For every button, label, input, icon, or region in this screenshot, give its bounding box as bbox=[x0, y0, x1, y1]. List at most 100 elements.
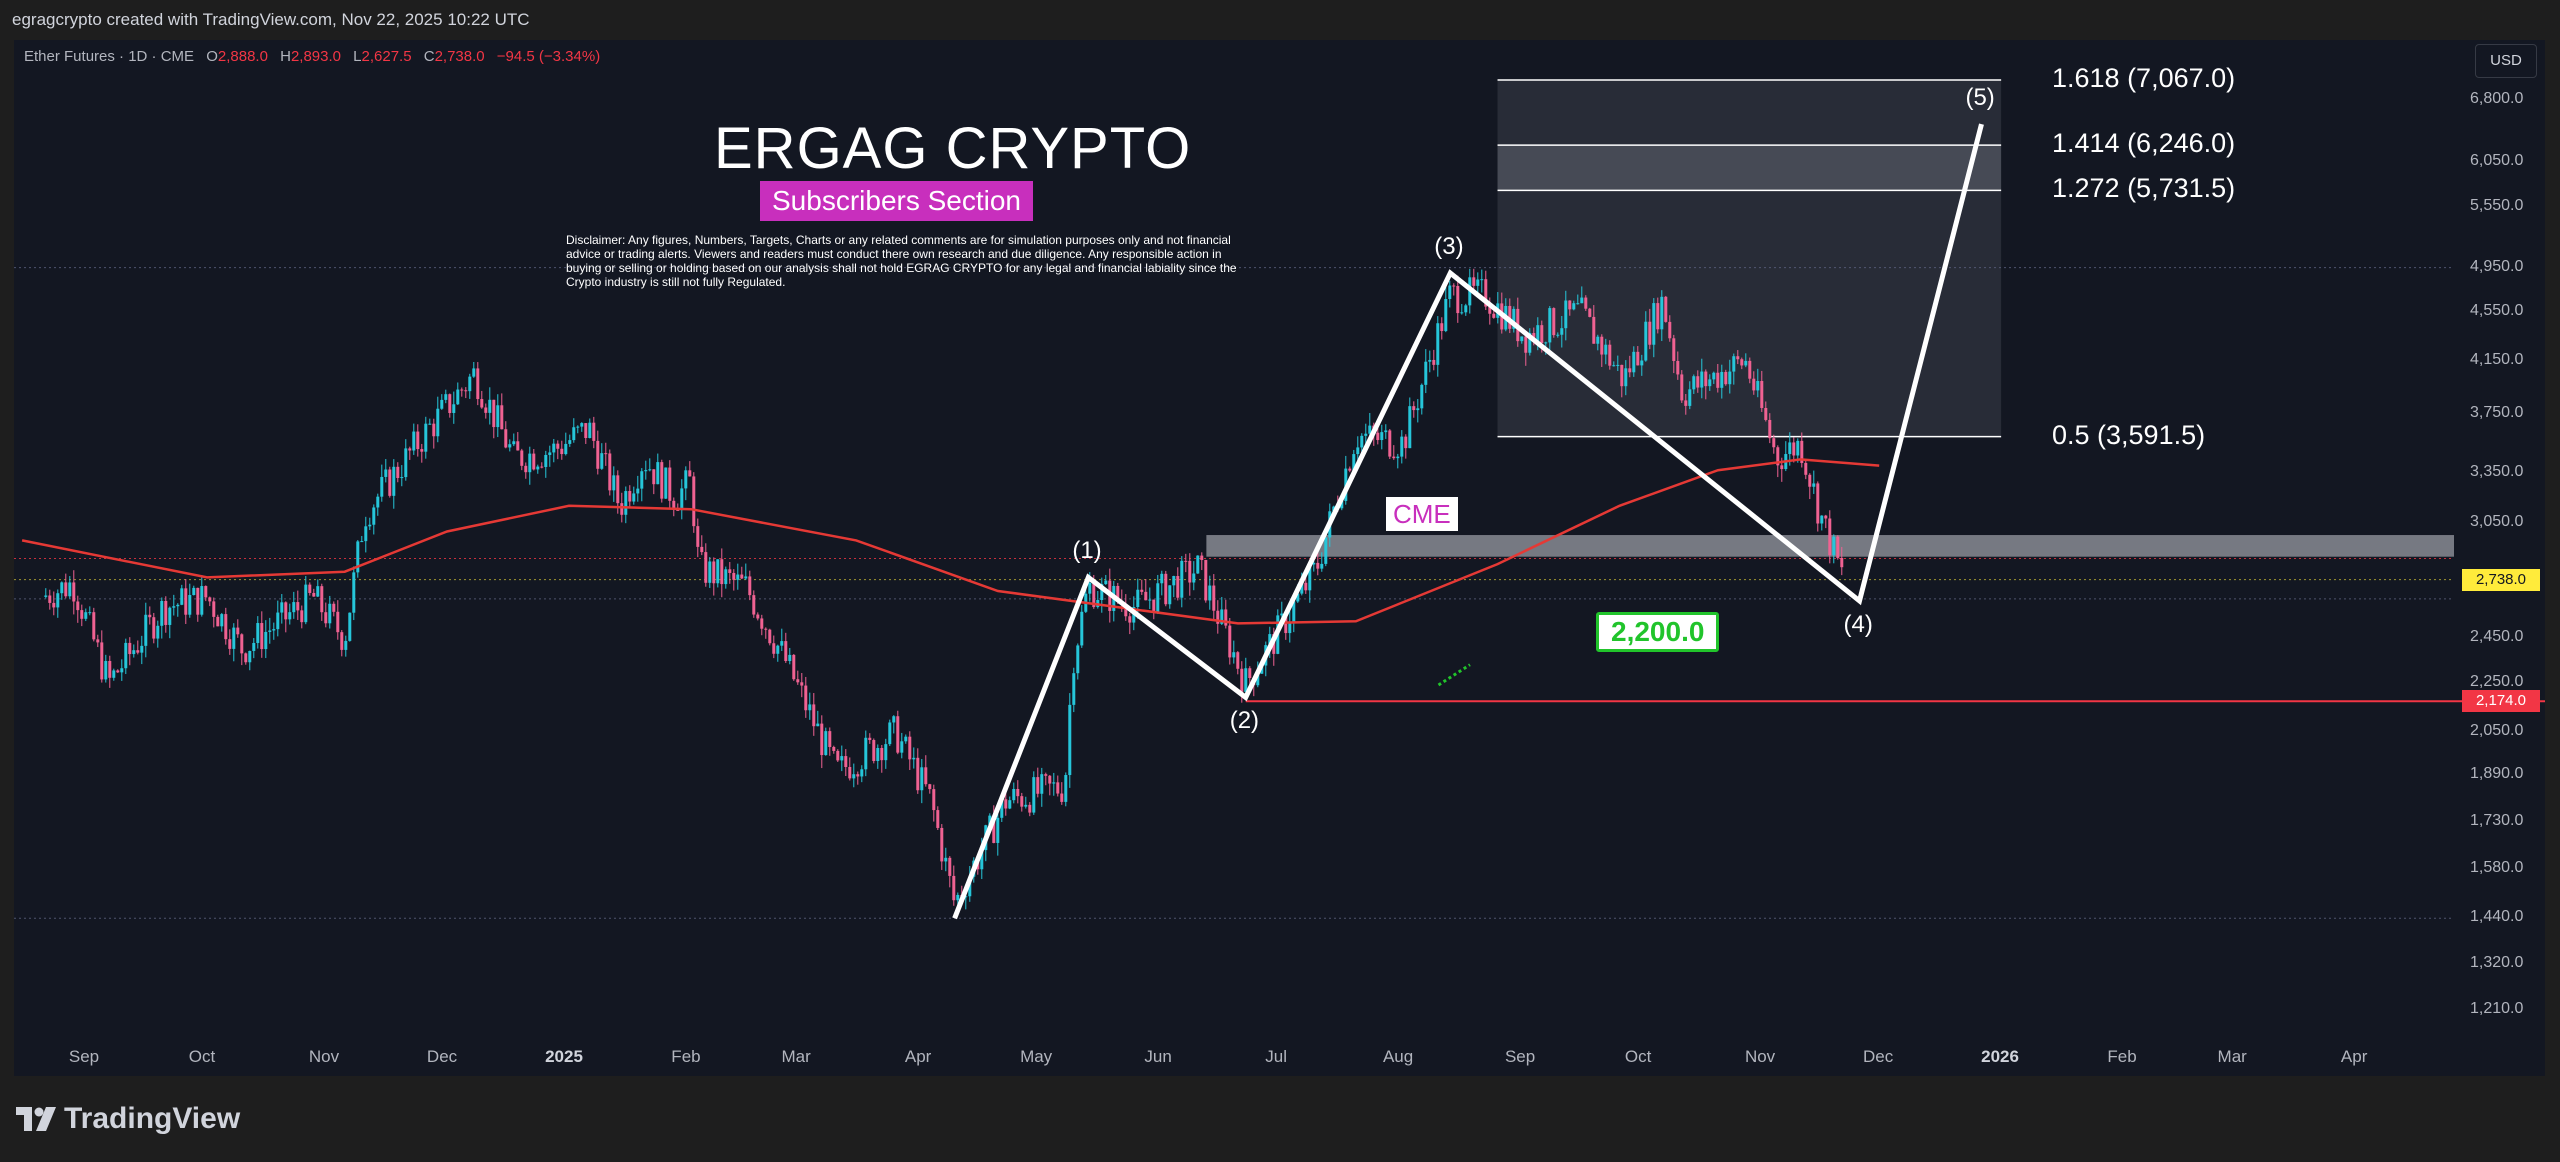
wave-label: (4) bbox=[1843, 610, 1873, 638]
fib-label: 1.618 (7,067.0) bbox=[2052, 63, 2236, 93]
candle-body bbox=[884, 744, 888, 761]
candle-body bbox=[336, 611, 340, 633]
candle-body bbox=[1368, 425, 1372, 434]
candle-body bbox=[608, 453, 612, 491]
candle-body bbox=[196, 587, 200, 615]
candle-body bbox=[672, 500, 676, 510]
candle-body bbox=[684, 470, 688, 489]
candle-body bbox=[784, 641, 788, 662]
candle-body bbox=[636, 488, 640, 494]
candle-body bbox=[1092, 582, 1096, 608]
candle-body bbox=[1520, 336, 1524, 342]
candle-body bbox=[1772, 438, 1776, 448]
candle-body bbox=[1124, 603, 1128, 617]
candle-body bbox=[1628, 368, 1632, 373]
currency-button[interactable]: USD bbox=[2475, 44, 2537, 78]
candle-body bbox=[1044, 774, 1048, 776]
candle-body bbox=[1052, 782, 1056, 784]
candle-body bbox=[1748, 360, 1752, 379]
candle-body bbox=[864, 737, 868, 770]
open-value: 2,888.0 bbox=[217, 48, 268, 65]
elliott-wave-path bbox=[952, 123, 1984, 920]
candle-body bbox=[412, 431, 416, 451]
candle-body bbox=[1400, 436, 1404, 457]
candle-body bbox=[1104, 580, 1108, 585]
candle-body bbox=[644, 470, 648, 472]
x-tick-label: Aug bbox=[1382, 1047, 1414, 1066]
candle-body bbox=[312, 592, 316, 597]
candle-body bbox=[172, 606, 176, 608]
candle-body bbox=[44, 595, 48, 597]
candle-body bbox=[488, 399, 492, 413]
candle-body bbox=[320, 586, 324, 613]
y-tick-label: 1,890.0 bbox=[2470, 764, 2524, 782]
candle-body bbox=[1008, 800, 1012, 809]
candle-body bbox=[224, 614, 228, 640]
candle-body bbox=[380, 476, 384, 497]
chart-caption: egragcrypto created with TradingView.com… bbox=[0, 0, 2560, 40]
candle-body bbox=[404, 448, 408, 478]
symbol-label[interactable]: Ether Futures · 1D · CME bbox=[24, 48, 195, 65]
candle-body bbox=[244, 653, 248, 663]
candle-body bbox=[512, 441, 516, 445]
x-tick-label: Jun bbox=[1144, 1047, 1172, 1066]
candle-body bbox=[1672, 338, 1676, 361]
candle-body bbox=[112, 670, 116, 678]
candle-body bbox=[924, 767, 928, 785]
candle-body bbox=[180, 588, 184, 605]
fib-label: 1.414 (6,246.0) bbox=[2052, 128, 2236, 159]
candle-body bbox=[776, 645, 780, 654]
candle-body bbox=[1592, 316, 1596, 344]
y-tick-label: 6,800.0 bbox=[2470, 90, 2524, 108]
candle-body bbox=[344, 640, 348, 650]
y-tick-label: 3,750.0 bbox=[2470, 403, 2524, 421]
candle-body bbox=[1032, 777, 1036, 813]
candle-body bbox=[168, 607, 172, 625]
candle-body bbox=[1540, 325, 1544, 344]
candle-body bbox=[808, 704, 812, 711]
price-chart[interactable] bbox=[14, 40, 2545, 1076]
candle-body bbox=[724, 569, 728, 585]
candle-body bbox=[1492, 313, 1496, 318]
candle-body bbox=[364, 526, 368, 542]
candle-body bbox=[56, 593, 60, 608]
close-value: 2,738.0 bbox=[434, 48, 485, 65]
y-tick-label: 1,730.0 bbox=[2470, 811, 2524, 829]
candle-body bbox=[164, 600, 168, 625]
chart-pane[interactable]: Ether Futures · 1D · CME O2,888.0 H2,893… bbox=[14, 40, 2545, 1076]
candle-body bbox=[568, 440, 572, 444]
high-key: H bbox=[280, 48, 291, 65]
candle-body bbox=[1088, 582, 1092, 594]
candle-body bbox=[360, 541, 364, 543]
candle-body bbox=[232, 627, 236, 649]
candle-body bbox=[1744, 360, 1748, 366]
wave-label: (5) bbox=[1965, 84, 1995, 112]
tradingview-logo[interactable]: TradingView bbox=[16, 1100, 240, 1138]
candle-body bbox=[860, 769, 864, 777]
candle-body bbox=[376, 496, 380, 508]
candle-body bbox=[548, 452, 552, 455]
candle-body bbox=[532, 453, 536, 470]
candle-body bbox=[48, 595, 52, 603]
candle-body bbox=[876, 748, 880, 762]
candle-body bbox=[176, 604, 180, 607]
candle-body bbox=[956, 894, 960, 901]
candle-body bbox=[1168, 585, 1172, 605]
candle-body bbox=[1296, 593, 1300, 602]
wave-label: (1) bbox=[1072, 537, 1102, 565]
candle-body bbox=[108, 660, 112, 678]
y-tick-label: 3,050.0 bbox=[2470, 512, 2524, 530]
candle-body bbox=[1476, 279, 1480, 286]
candle-body bbox=[736, 574, 740, 580]
candle-body bbox=[948, 857, 952, 876]
candle-body bbox=[1708, 379, 1712, 387]
candle-body bbox=[1440, 323, 1444, 332]
candle-body bbox=[1388, 430, 1392, 457]
candle-body bbox=[624, 491, 628, 515]
candle-body bbox=[1804, 462, 1808, 475]
candle-body bbox=[1060, 793, 1064, 802]
x-tick-label: Mar bbox=[781, 1047, 811, 1066]
candle-body bbox=[1048, 775, 1052, 784]
brand-title: ERGAG CRYPTO bbox=[714, 116, 1192, 181]
candle-body bbox=[896, 716, 900, 753]
